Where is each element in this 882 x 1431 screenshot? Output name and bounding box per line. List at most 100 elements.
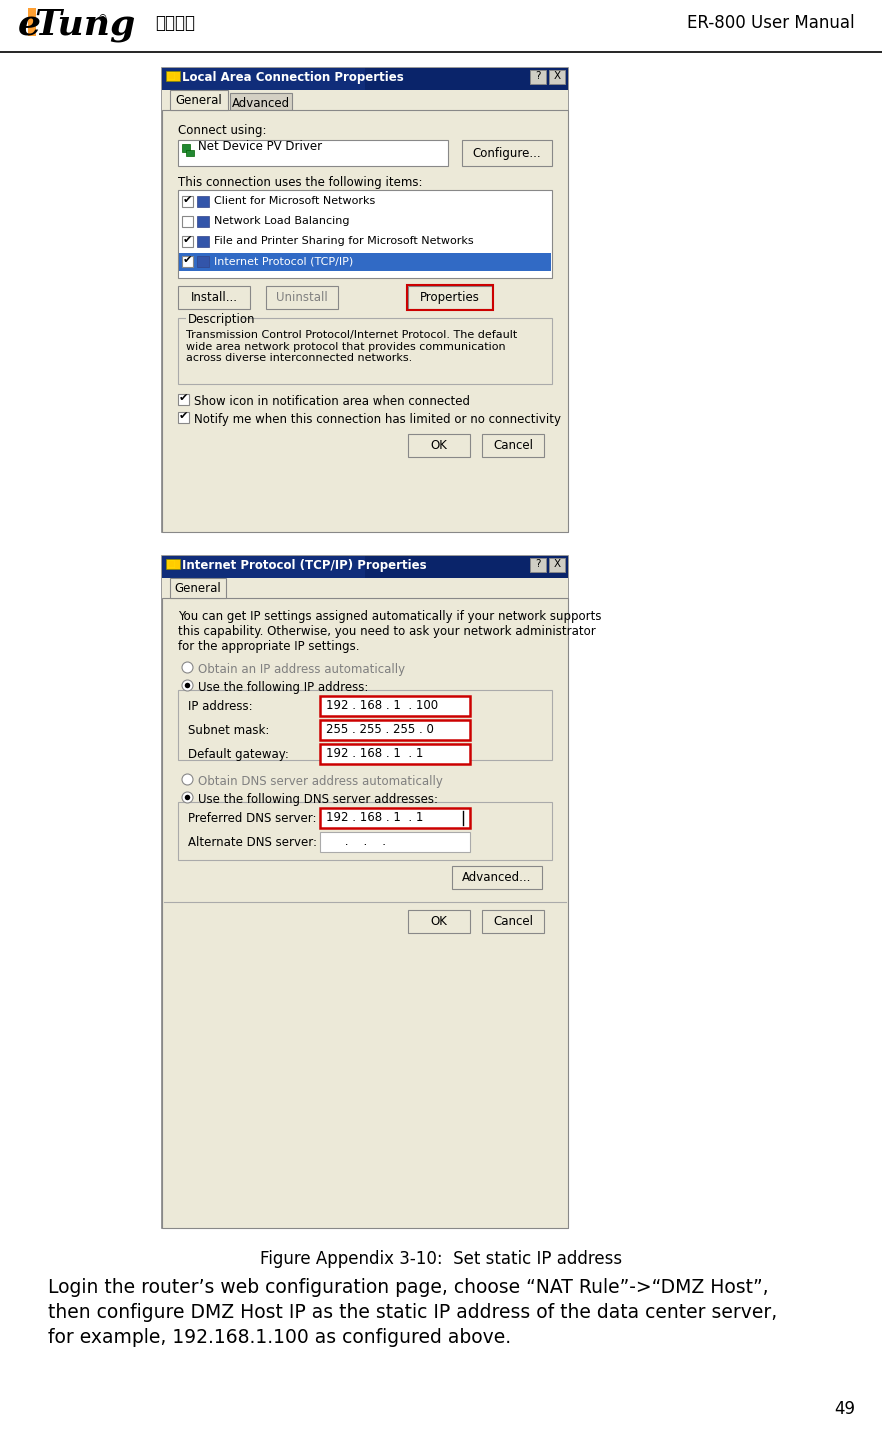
Text: X: X [553,560,561,570]
Bar [320,809,470,829]
Bar [178,318,552,384]
Text: Uninstall: Uninstall [276,290,328,303]
Bar [178,394,189,405]
Bar [230,93,292,110]
Bar [186,312,242,323]
Text: Properties: Properties [420,290,480,303]
Bar [179,253,551,270]
Circle shape [184,683,191,688]
Bar [182,145,190,152]
Text: OK: OK [430,439,447,452]
Text: Internet Protocol (TCP/IP): Internet Protocol (TCP/IP) [214,256,354,266]
Text: Network Load Balancing: Network Load Balancing [214,216,349,226]
Bar [162,69,568,90]
Text: Advanced: Advanced [232,97,290,110]
Text: Net Device PV Driver: Net Device PV Driver [198,140,322,153]
Text: then configure DMZ Host IP as the static IP address of the data center server,: then configure DMZ Host IP as the static… [48,1304,777,1322]
Text: ?: ? [535,72,541,82]
Bar [182,236,193,248]
Bar [549,558,565,572]
Text: Description: Description [188,313,256,326]
Text: Use the following IP address:: Use the following IP address: [198,681,369,694]
Text: Cancel: Cancel [493,439,533,452]
Text: 192 . 168 . 1  . 1: 192 . 168 . 1 . 1 [326,747,423,760]
Bar [182,256,193,268]
Bar [530,558,546,572]
Bar [452,866,542,889]
Bar [320,720,470,740]
Text: Notify me when this connection has limited or no connectivity: Notify me when this connection has limit… [194,414,561,426]
Text: ✔: ✔ [183,256,192,266]
Text: 192 . 168 . 1  . 1: 192 . 168 . 1 . 1 [326,811,423,824]
Bar [320,695,470,716]
Bar [162,557,365,578]
Text: ✔: ✔ [179,412,189,422]
Bar [178,690,552,760]
Text: Install...: Install... [191,290,237,303]
Circle shape [182,774,193,786]
Text: Connect using:: Connect using: [178,124,266,137]
Text: e: e [18,9,41,41]
Bar [549,70,565,84]
Bar [197,236,209,248]
Bar [266,286,338,309]
Text: Obtain an IP address automatically: Obtain an IP address automatically [198,663,405,675]
Text: Alternate DNS server:: Alternate DNS server: [188,836,317,849]
Bar [408,286,492,309]
Text: Internet Protocol (TCP/IP) Properties: Internet Protocol (TCP/IP) Properties [182,560,427,572]
Bar [482,910,544,933]
Text: ER-800 User Manual: ER-800 User Manual [687,14,855,31]
Text: Use the following DNS server addresses:: Use the following DNS server addresses: [198,793,438,806]
Bar [462,140,552,166]
Bar [530,70,546,84]
Text: Show icon in notification area when connected: Show icon in notification area when conn… [194,395,470,408]
Text: File and Printer Sharing for Microsoft Networks: File and Printer Sharing for Microsoft N… [214,236,474,246]
Text: Preferred DNS server:: Preferred DNS server: [188,811,317,826]
Text: ☐: ☐ [166,560,175,570]
Text: Transmission Control Protocol/Internet Protocol. The default
wide area network p: Transmission Control Protocol/Internet P… [186,331,517,363]
Text: OK: OK [430,914,447,927]
Bar [162,578,568,1228]
Bar [197,196,209,207]
Bar [162,69,568,532]
Bar [166,560,180,570]
Text: X: X [553,72,561,82]
Bar [162,557,568,578]
Text: Obtain DNS server address automatically: Obtain DNS server address automatically [198,776,443,788]
Circle shape [182,791,193,803]
Bar [182,216,193,228]
Bar [186,150,194,156]
Text: Client for Microsoft Networks: Client for Microsoft Networks [214,196,375,206]
Circle shape [182,680,193,691]
Bar [162,110,568,532]
Text: Tung: Tung [34,9,135,41]
Bar [408,910,470,933]
Bar [408,434,470,456]
Text: for example, 192.168.1.100 as configured above.: for example, 192.168.1.100 as configured… [48,1328,512,1347]
Text: 49: 49 [834,1400,856,1418]
Circle shape [182,663,193,673]
Bar [178,286,250,309]
Text: ☐: ☐ [166,72,175,82]
Text: Default gateway:: Default gateway: [188,748,289,761]
Bar [162,598,568,1228]
Bar [482,434,544,456]
Text: .    .    .: . . . [326,836,386,849]
Text: Configure...: Configure... [473,146,542,159]
Bar [166,72,180,82]
Text: 驿唐科技: 驿唐科技 [155,14,195,31]
Text: General: General [176,94,222,107]
Text: Cancel: Cancel [493,914,533,927]
Text: Login the router’s web configuration page, choose “NAT Rule”->“DMZ Host”,: Login the router’s web configuration pag… [48,1278,768,1296]
Bar [170,578,226,598]
Bar [178,190,552,278]
Text: Figure Appendix 3-10:  Set static IP address: Figure Appendix 3-10: Set static IP addr… [260,1251,622,1268]
Text: ✔: ✔ [183,236,192,246]
Text: Local Area Connection Properties: Local Area Connection Properties [182,72,404,84]
Text: ?: ? [535,560,541,570]
Text: Advanced...: Advanced... [462,871,532,884]
Text: 255 . 255 . 255 . 0: 255 . 255 . 255 . 0 [326,723,434,736]
Text: This connection uses the following items:: This connection uses the following items… [178,176,422,189]
Bar [178,801,552,860]
Bar [407,285,493,311]
